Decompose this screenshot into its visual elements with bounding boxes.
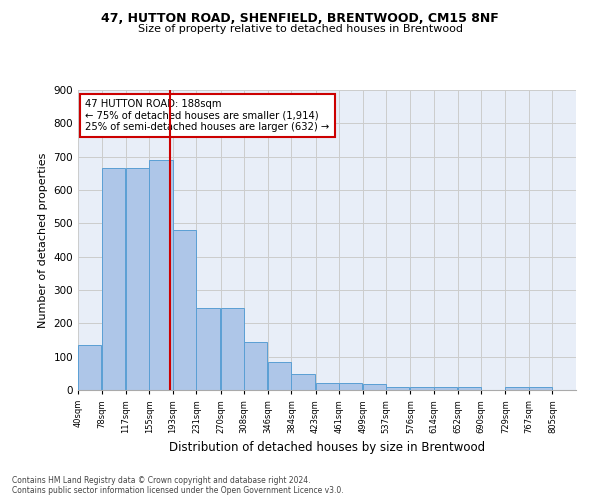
Bar xyxy=(362,384,386,390)
Bar xyxy=(268,362,291,390)
Bar xyxy=(149,160,173,390)
Bar xyxy=(78,345,101,390)
Bar xyxy=(434,388,457,390)
Bar xyxy=(244,342,268,390)
Bar xyxy=(529,388,552,390)
X-axis label: Distribution of detached houses by size in Brentwood: Distribution of detached houses by size … xyxy=(169,442,485,454)
Text: 47 HUTTON ROAD: 188sqm
← 75% of detached houses are smaller (1,914)
25% of semi-: 47 HUTTON ROAD: 188sqm ← 75% of detached… xyxy=(85,99,330,132)
Text: Size of property relative to detached houses in Brentwood: Size of property relative to detached ho… xyxy=(137,24,463,34)
Bar xyxy=(101,168,125,390)
Bar xyxy=(173,230,196,390)
Text: Contains HM Land Registry data © Crown copyright and database right 2024.
Contai: Contains HM Land Registry data © Crown c… xyxy=(12,476,344,495)
Bar xyxy=(221,308,244,390)
Bar xyxy=(126,168,149,390)
Bar xyxy=(386,386,409,390)
Bar xyxy=(339,384,362,390)
Bar xyxy=(410,388,434,390)
Bar xyxy=(316,382,339,390)
Y-axis label: Number of detached properties: Number of detached properties xyxy=(38,152,48,328)
Bar xyxy=(505,388,529,390)
Bar xyxy=(292,374,314,390)
Text: 47, HUTTON ROAD, SHENFIELD, BRENTWOOD, CM15 8NF: 47, HUTTON ROAD, SHENFIELD, BRENTWOOD, C… xyxy=(101,12,499,26)
Bar xyxy=(196,308,220,390)
Bar xyxy=(458,388,481,390)
